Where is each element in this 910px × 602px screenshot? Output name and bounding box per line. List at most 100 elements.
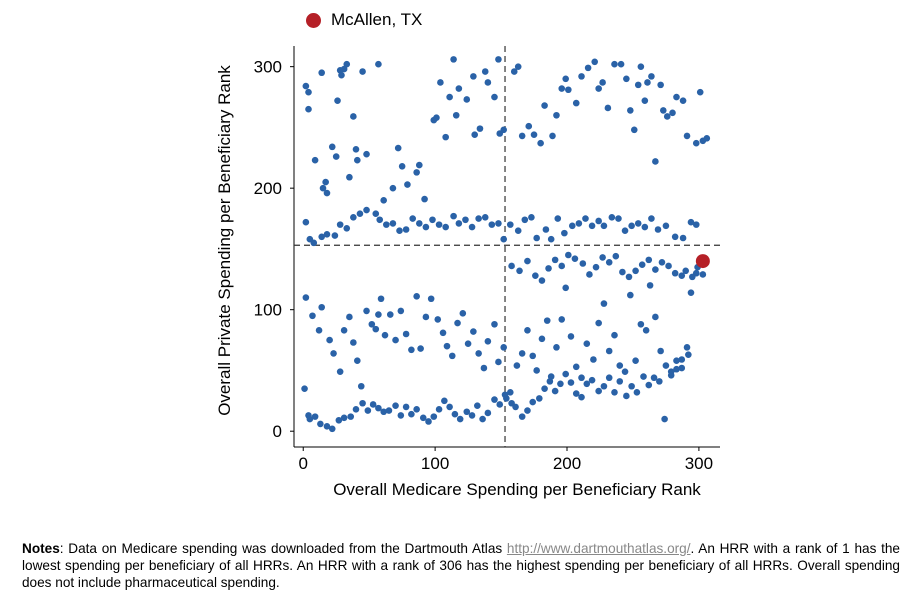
data-point — [553, 344, 560, 351]
data-point — [604, 104, 612, 112]
data-point — [591, 58, 599, 66]
data-point — [476, 125, 484, 132]
data-point — [533, 367, 540, 374]
y-tick-label: 100 — [254, 301, 282, 320]
data-point — [562, 284, 569, 292]
data-point — [425, 418, 432, 425]
data-point — [385, 407, 393, 414]
data-point — [630, 126, 638, 134]
data-point — [510, 68, 518, 75]
data-point — [397, 412, 405, 419]
data-point — [475, 350, 482, 357]
data-point — [682, 267, 690, 275]
data-point — [468, 223, 476, 231]
data-point — [352, 406, 360, 413]
data-point — [662, 362, 670, 369]
data-point — [533, 234, 540, 242]
data-point — [336, 368, 344, 375]
data-point — [648, 73, 655, 80]
data-point — [528, 214, 535, 221]
data-point — [572, 99, 580, 107]
data-point — [652, 313, 659, 321]
data-point — [417, 345, 424, 352]
data-point — [446, 403, 453, 411]
data-point — [654, 226, 662, 233]
data-point — [641, 97, 649, 104]
data-point — [359, 399, 366, 407]
data-point — [645, 381, 653, 389]
data-point — [542, 226, 550, 233]
data-point — [402, 330, 410, 338]
data-point — [657, 347, 664, 355]
data-point — [600, 382, 608, 390]
data-point — [332, 153, 340, 160]
data-point — [699, 271, 707, 278]
data-point — [584, 64, 592, 72]
data-point — [381, 331, 389, 339]
notes-text-before-link: : Data on Medicare spending was download… — [59, 541, 507, 556]
data-point — [615, 215, 622, 222]
data-point — [306, 415, 314, 423]
data-point — [678, 272, 686, 279]
data-point — [464, 340, 472, 348]
data-point — [586, 271, 593, 278]
data-point — [357, 382, 365, 390]
data-point — [506, 221, 514, 228]
data-point — [562, 370, 569, 378]
data-point — [599, 79, 606, 86]
data-point — [413, 169, 420, 176]
data-point — [588, 222, 596, 230]
data-point — [518, 413, 526, 420]
data-point — [319, 184, 327, 192]
data-point — [462, 216, 469, 224]
data-point — [623, 392, 630, 400]
data-point — [305, 88, 312, 96]
data-point — [637, 320, 645, 328]
data-point — [346, 173, 353, 181]
data-point — [394, 144, 402, 152]
data-point — [359, 68, 366, 75]
data-point — [600, 222, 608, 230]
data-point — [692, 139, 700, 147]
data-point — [673, 357, 680, 365]
data-point — [488, 221, 496, 228]
data-point — [678, 356, 686, 363]
data-point — [617, 60, 625, 68]
data-point — [532, 272, 539, 279]
data-point — [363, 307, 370, 315]
data-point — [311, 413, 319, 420]
data-point — [616, 378, 624, 385]
data-point — [334, 97, 341, 104]
data-point — [323, 231, 331, 238]
data-point — [404, 181, 411, 188]
data-point — [633, 389, 641, 396]
data-point — [372, 325, 380, 333]
data-point — [541, 385, 548, 392]
data-point — [547, 235, 555, 243]
dartmouth-atlas-link[interactable]: http://www.dartmouthatlas.org/ — [506, 541, 691, 556]
data-point — [582, 215, 589, 222]
data-point — [454, 319, 461, 327]
data-point — [452, 111, 460, 119]
x-tick-label: 100 — [421, 454, 449, 473]
y-tick-label: 200 — [254, 179, 282, 198]
data-point — [553, 111, 560, 119]
data-point — [592, 263, 600, 271]
data-point — [621, 227, 629, 235]
data-point — [638, 261, 646, 269]
data-point — [612, 252, 620, 260]
data-point — [455, 220, 463, 227]
data-point — [661, 415, 668, 423]
data-point — [491, 320, 498, 328]
data-point — [372, 210, 380, 217]
data-point — [470, 328, 477, 335]
data-point — [518, 350, 526, 357]
data-point — [491, 396, 498, 403]
data-point — [496, 401, 504, 408]
data-point — [354, 357, 361, 365]
data-point — [375, 60, 382, 68]
data-point — [508, 262, 515, 270]
data-point — [514, 227, 522, 235]
data-point — [350, 113, 357, 120]
data-point — [302, 218, 310, 226]
